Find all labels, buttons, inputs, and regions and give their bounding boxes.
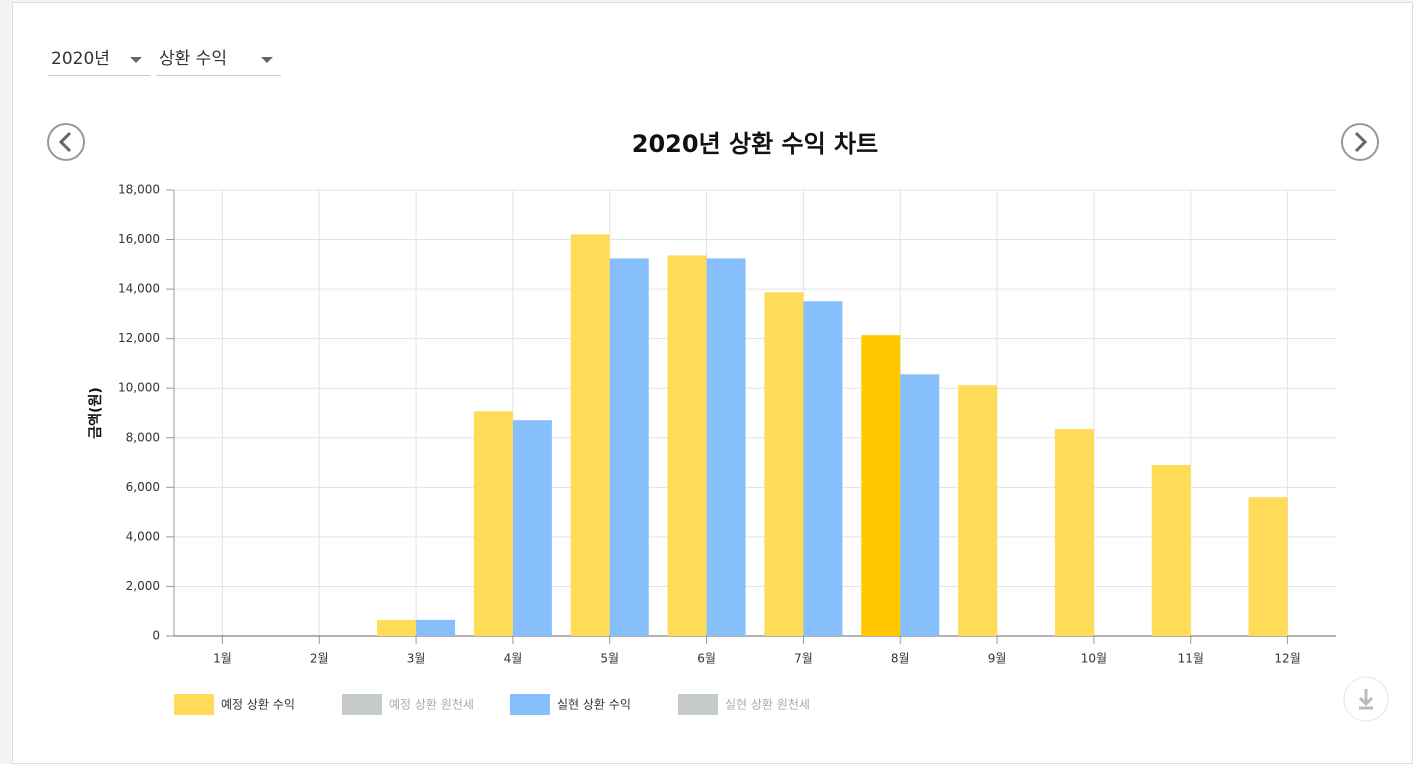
bar bbox=[764, 292, 804, 636]
bar bbox=[570, 234, 610, 636]
x-tick-label: 10월 bbox=[1081, 652, 1107, 666]
bar bbox=[1151, 465, 1191, 636]
download-button[interactable] bbox=[1343, 676, 1389, 722]
bar bbox=[667, 255, 707, 636]
year-select[interactable]: 2020년 bbox=[48, 44, 150, 76]
y-tick-label: 0 bbox=[152, 629, 160, 643]
bar bbox=[803, 301, 843, 636]
y-tick-label: 18,000 bbox=[118, 183, 160, 197]
bar bbox=[377, 619, 417, 636]
x-tick-label: 4월 bbox=[504, 652, 523, 666]
y-tick-label: 4,000 bbox=[126, 529, 160, 543]
bar bbox=[512, 420, 552, 636]
y-axis-label: 금액(원) bbox=[87, 387, 104, 438]
y-tick-label: 2,000 bbox=[126, 579, 160, 593]
legend-label[interactable]: 예정 상환 수익 bbox=[221, 698, 295, 712]
bar bbox=[958, 385, 998, 636]
bar bbox=[1054, 429, 1094, 636]
x-tick-label: 2월 bbox=[310, 652, 329, 666]
next-button[interactable] bbox=[1341, 123, 1379, 161]
legend-label[interactable]: 예정 상환 원천세 bbox=[389, 697, 474, 712]
y-tick-label: 6,000 bbox=[126, 480, 160, 494]
y-tick-label: 14,000 bbox=[118, 282, 160, 296]
legend-label[interactable]: 실현 상환 수익 bbox=[557, 698, 631, 712]
bar bbox=[473, 411, 513, 636]
legend-swatch bbox=[510, 694, 550, 715]
x-tick-label: 6월 bbox=[697, 652, 716, 666]
y-tick-label: 10,000 bbox=[118, 381, 160, 395]
x-tick-label: 12월 bbox=[1274, 652, 1300, 666]
page: 2020년 상환 수익 2020년 상환 수익 차트 금액(원) 0 2,000 4… bbox=[12, 2, 1413, 764]
chart-title: 2020년 상환 수익 차트 bbox=[632, 130, 878, 158]
bar bbox=[706, 258, 746, 636]
x-tick-label: 11월 bbox=[1178, 652, 1204, 666]
legend-swatch bbox=[678, 694, 718, 715]
bar bbox=[416, 619, 456, 636]
chart: 2020년 상환 수익 차트 금액(원) 0 2,000 4,000 6,000 8,0… bbox=[47, 123, 1389, 722]
y-tick-label: 16,000 bbox=[118, 232, 160, 246]
x-tick-label: 5월 bbox=[600, 652, 619, 666]
x-tick-label: 9월 bbox=[988, 652, 1007, 666]
bar bbox=[900, 374, 940, 636]
x-tick-label: 3월 bbox=[407, 652, 426, 666]
legend-swatch bbox=[342, 694, 382, 715]
legend-label[interactable]: 실현 상환 원천세 bbox=[725, 697, 810, 712]
kind-select[interactable]: 상환 수익 bbox=[156, 44, 281, 76]
x-tick-label: 8월 bbox=[891, 652, 910, 666]
bar bbox=[861, 335, 901, 636]
y-tick-label: 12,000 bbox=[118, 331, 160, 345]
x-tick-label: 7월 bbox=[794, 652, 813, 666]
y-tick-label: 8,000 bbox=[126, 430, 160, 444]
bar bbox=[1248, 497, 1288, 636]
legend-swatch bbox=[174, 694, 214, 715]
bar bbox=[609, 258, 649, 636]
prev-button[interactable] bbox=[47, 123, 85, 161]
x-tick-label: 1월 bbox=[213, 652, 232, 666]
